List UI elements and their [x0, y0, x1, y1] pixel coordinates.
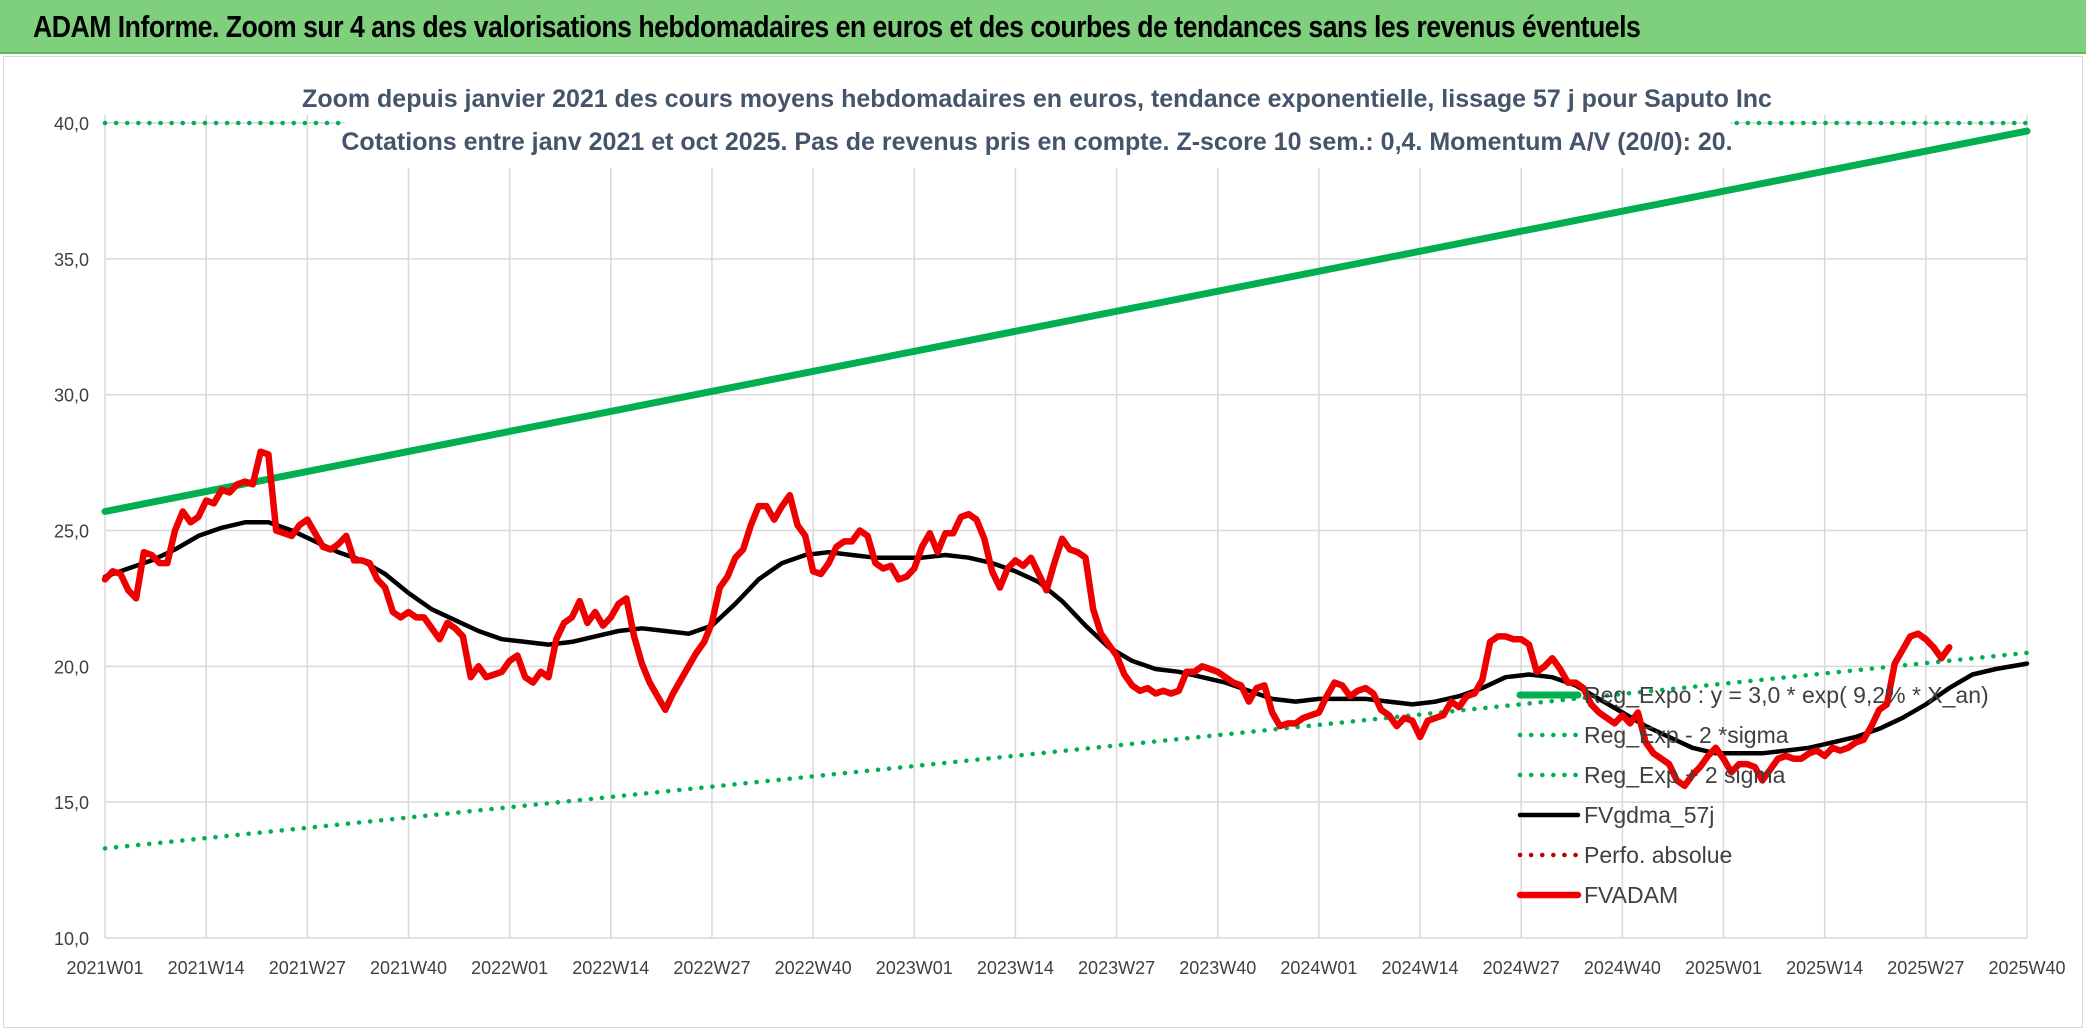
series-line-reg-expo-y-3-0-exp-9-2-x-an — [101, 127, 2031, 515]
y-tick-label: 40,0 — [54, 114, 89, 134]
axis-labels: 10,0 15,0 20,0 25,0 30,0 35,0 40,0 2021W01 2021W… — [54, 114, 2066, 978]
x-tick-label: 2022W14 — [572, 958, 649, 978]
x-tick-label: 2022W27 — [673, 958, 750, 978]
y-tick-label: 25,0 — [54, 522, 89, 542]
y-tick-label: 30,0 — [54, 386, 89, 406]
x-tick-label: 2021W27 — [269, 958, 346, 978]
legend-label: Reg_Exp + 2 sigma — [1584, 762, 1786, 788]
x-tick-label: 2021W14 — [168, 958, 245, 978]
x-tick-label: 2021W40 — [370, 958, 447, 978]
title-banner: ADAM Informe. Zoom sur 4 ans des valoris… — [0, 0, 2086, 54]
legend-label: FVgdma_57j — [1584, 802, 1714, 828]
y-tick-label: 15,0 — [54, 793, 89, 813]
report-title: ADAM Informe. Zoom sur 4 ans des valoris… — [33, 9, 1641, 44]
y-tick-label: 35,0 — [54, 250, 89, 270]
series-line-fvadam — [101, 448, 1953, 790]
legend: Reg_Expo : y = 3,0 * exp( 9,2% * X_an) Re… — [1516, 682, 1989, 908]
grid-layer — [104, 115, 2028, 939]
chart-title: Zoom depuis janvier 2021 des cours moyen… — [302, 85, 1772, 113]
x-tick-label: 2025W40 — [1988, 958, 2065, 978]
y-tick-label: 20,0 — [54, 657, 89, 677]
x-tick-label: 2023W14 — [977, 958, 1054, 978]
x-tick-label: 2024W27 — [1483, 958, 1560, 978]
x-tick-label: 2021W01 — [66, 958, 143, 978]
x-tick-label: 2023W40 — [1179, 958, 1256, 978]
chart-subtitle: Cotations entre janv 2021 et oct 2025. P… — [341, 128, 1732, 156]
x-tick-label: 2024W40 — [1584, 958, 1661, 978]
x-tick-label: 2023W27 — [1078, 958, 1155, 978]
x-tick-label: 2024W14 — [1382, 958, 1459, 978]
series-line-reg-exp-2-sigma — [102, 650, 2030, 851]
x-tick-label: 2024W01 — [1280, 958, 1357, 978]
x-tick-label: 2022W40 — [775, 958, 852, 978]
legend-label: Perfo. absolue — [1584, 842, 1732, 868]
x-tick-label: 2025W27 — [1887, 958, 1964, 978]
x-tick-label: 2022W01 — [471, 958, 548, 978]
chart-title-background — [345, 76, 1730, 168]
chart-area-border — [3, 56, 2083, 1028]
x-tick-label: 2025W14 — [1786, 958, 1863, 978]
x-tick-label: 2025W01 — [1685, 958, 1762, 978]
legend-label: FVADAM — [1584, 882, 1678, 908]
series-line-fvgdma-57j — [102, 520, 2030, 756]
legend-label: Reg_Exp - 2 *sigma — [1584, 722, 1789, 748]
x-tick-label: 2023W01 — [876, 958, 953, 978]
legend-label: Reg_Expo : y = 3,0 * exp( 9,2% * X_an) — [1584, 682, 1989, 708]
y-tick-label: 10,0 — [54, 929, 89, 949]
